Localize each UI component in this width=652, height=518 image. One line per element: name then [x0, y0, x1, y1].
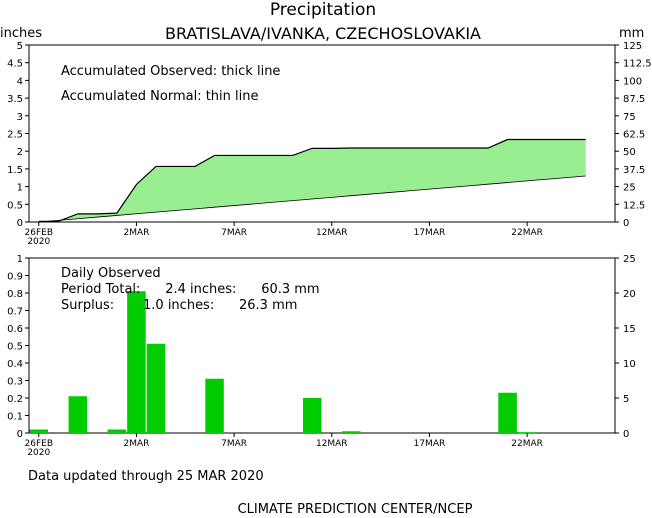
accum-xtick-label: 12MAR: [316, 228, 348, 238]
credit-footer: CLIMATE PREDICTION CENTER/NCEP: [238, 502, 473, 517]
accum-ytick-right-label: 62.5: [623, 130, 645, 141]
daily-xtick-label: 22MAR: [511, 439, 543, 449]
daily-bar: [302, 398, 322, 433]
daily-ytick-right-label: 20: [623, 289, 636, 300]
chart-title: Precipitation: [270, 0, 376, 20]
daily-bar: [146, 343, 166, 433]
accumulated-panel: 00.511.522.533.544.55012.52537.55062.575…: [7, 41, 652, 247]
daily-summary-note: Period Total: 2.4 inches: 60.3 mm: [61, 282, 320, 297]
accum-ytick-right-label: 125: [623, 41, 642, 52]
accum-ytick-left-label: 1.5: [7, 165, 23, 176]
accum-ytick-left-label: 4: [17, 76, 23, 87]
daily-bar: [68, 396, 88, 433]
accum-ytick-right-label: 112.5: [623, 59, 652, 70]
accumulated-observed-line: [38, 138, 586, 222]
accum-ytick-right-label: 50: [623, 147, 636, 158]
accum-xtick-label: 7MAR: [221, 228, 247, 238]
daily-bar: [342, 431, 361, 433]
daily-ytick-right-label: 0: [623, 429, 629, 440]
accum-xtick-label: 22MAR: [511, 228, 543, 238]
accum-ytick-right-label: 0: [623, 218, 629, 229]
accum-ytick-left-label: 2.5: [7, 130, 23, 141]
daily-ytick-left-label: 0.9: [7, 272, 23, 283]
daily-ytick-left-label: 0.6: [7, 324, 23, 335]
daily-bar: [107, 429, 127, 433]
daily-bar: [127, 291, 146, 433]
daily-ytick-left-label: 0.7: [7, 307, 23, 318]
daily-ytick-left-label: 0.1: [7, 412, 23, 423]
daily-ytick-right-label: 5: [623, 394, 629, 405]
daily-ytick-left-label: 1: [17, 254, 23, 265]
accum-ytick-left-label: 2: [17, 147, 23, 158]
accum-xtick-label: 26FEB: [25, 228, 54, 238]
accum-ytick-right-label: 100: [623, 76, 642, 87]
daily-xtick-label: 17MAR: [414, 439, 446, 449]
accum-ytick-right-label: 25: [623, 183, 636, 194]
accum-ytick-left-label: 3.5: [7, 94, 23, 105]
daily-ytick-right-label: 25: [623, 254, 636, 265]
accum-xtick-year: 2020: [27, 237, 50, 247]
daily-xtick-label: 26FEB: [25, 439, 54, 449]
accum-ytick-left-label: 1: [17, 183, 23, 194]
accum-ytick-left-label: 0: [17, 218, 23, 229]
accum-ytick-left-label: 4.5: [7, 59, 23, 70]
accum-xtick-label: 2MAR: [123, 228, 149, 238]
accum-xtick-label: 17MAR: [414, 228, 446, 238]
daily-ytick-left-label: 0.2: [7, 394, 23, 405]
daily-xtick-year: 2020: [27, 448, 50, 458]
daily-bar: [517, 432, 537, 434]
daily-summary-note: Surplus: 1.0 inches: 26.3 mm: [61, 298, 297, 313]
daily-ytick-left-label: 0.3: [7, 377, 23, 388]
accum-ytick-right-label: 12.5: [623, 200, 645, 211]
accum-ytick-left-label: 5: [17, 41, 23, 52]
daily-ytick-right-label: 10: [623, 359, 636, 370]
accum-ytick-right-label: 37.5: [623, 165, 645, 176]
surplus-area: [38, 139, 586, 222]
daily-summary-note: Daily Observed: [61, 266, 161, 281]
daily-bar: [498, 392, 517, 433]
data-updated-note: Data updated through 25 MAR 2020: [28, 469, 264, 484]
daily-bar: [29, 429, 49, 433]
daily-ytick-left-label: 0.4: [7, 359, 23, 370]
accum-legend-note: Accumulated Observed: thick line: [61, 64, 280, 79]
accumulated-normal-line: [38, 175, 586, 223]
daily-ytick-left-label: 0.8: [7, 289, 23, 300]
daily-bar: [205, 378, 224, 433]
accum-ytick-right-label: 87.5: [623, 94, 645, 105]
unit-left-label: inches: [0, 26, 42, 41]
accum-ytick-right-label: 75: [623, 112, 636, 123]
accum-ytick-left-label: 0.5: [7, 200, 23, 211]
daily-xtick-label: 12MAR: [316, 439, 348, 449]
daily-ytick-left-label: 0: [17, 429, 23, 440]
daily-panel: 00.10.20.30.40.50.60.70.80.9105101520252…: [7, 254, 636, 458]
daily-ytick-left-label: 0.5: [7, 342, 23, 353]
accum-legend-note: Accumulated Normal: thin line: [61, 89, 259, 104]
station-subtitle: BRATISLAVA/IVANKA, CZECHOSLOVAKIA: [165, 24, 481, 43]
unit-right-label: mm: [619, 26, 644, 41]
accum-ytick-left-label: 3: [17, 112, 23, 123]
daily-ytick-right-label: 15: [623, 324, 636, 335]
daily-xtick-label: 7MAR: [221, 439, 247, 449]
daily-xtick-label: 2MAR: [123, 439, 149, 449]
